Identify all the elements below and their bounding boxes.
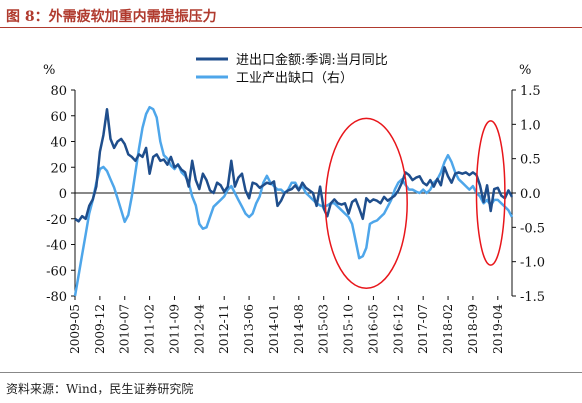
footer-rule: [0, 372, 582, 373]
highlight-ellipse-2: [475, 120, 506, 266]
x-tick-label: 2018-02: [441, 304, 455, 354]
right-tick-label: 1.0: [520, 118, 541, 133]
left-tick-label: 80: [50, 84, 67, 99]
x-tick-label: 2014-08: [292, 304, 306, 354]
x-tick-label: 2015-10: [342, 304, 356, 354]
left-tick-label: -80: [46, 290, 67, 305]
series-line-output-gap: [73, 105, 514, 297]
right-tick-label: -0.5: [520, 221, 545, 236]
left-tick-label: 40: [50, 136, 67, 151]
right-tick-label: 1.5: [520, 84, 541, 99]
right-tick-label: 0.0: [520, 187, 541, 202]
x-tick-label: 2009-12: [93, 304, 107, 354]
legend-label-output-gap: 工业产出缺口（右）: [236, 71, 353, 86]
source-note: 资料来源：Wind，民生证券研究院: [6, 382, 194, 396]
left-tick-label: -20: [46, 213, 67, 228]
x-tick-label: 2016-05: [366, 304, 380, 354]
title-rule: [0, 27, 582, 28]
left-tick-label: -40: [46, 239, 67, 254]
x-tick-label: 2012-04: [192, 304, 206, 354]
left-tick-label: -60: [46, 264, 67, 279]
x-tick-label: 2019-04: [491, 304, 505, 354]
left-axis-unit: %: [43, 63, 55, 78]
right-tick-label: -1.0: [520, 256, 545, 271]
x-tick-label: 2011-09: [167, 304, 181, 354]
x-tick-label: 2014-01: [267, 304, 281, 354]
x-tick-label: 2011-02: [143, 304, 157, 354]
x-tick-label: 2012-11: [217, 304, 231, 354]
chart: -80 -60 -40 -20 0 20 40 60 80 -1.5 -1.0 -0.5 0.0 0.5 1…: [43, 52, 545, 354]
x-tick-label: 2009-05: [68, 304, 82, 354]
x-tick-label: 2015-03: [317, 304, 331, 354]
x-tick-label: 2013-06: [242, 304, 256, 354]
figure-title: 图 8：外需疲软加重内需提振压力: [6, 9, 217, 25]
x-tick-label: 2010-07: [118, 304, 132, 354]
left-tick-label: 20: [50, 161, 67, 176]
highlight-ellipse-1: [324, 117, 408, 290]
x-tick-label: 2017-07: [416, 304, 430, 354]
legend-label-export: 进出口金额:季调:当月同比: [236, 52, 388, 68]
left-tick-label: 60: [50, 110, 67, 125]
series-line-trade-yoy: [74, 108, 514, 223]
x-tick-label: 2018-09: [466, 304, 480, 354]
right-axis-unit: %: [519, 63, 531, 78]
right-tick-label: -1.5: [520, 290, 545, 305]
right-tick-label: 0.5: [520, 153, 541, 168]
left-tick-label: 0: [59, 187, 67, 202]
x-tick-label: 2016-12: [391, 304, 405, 354]
